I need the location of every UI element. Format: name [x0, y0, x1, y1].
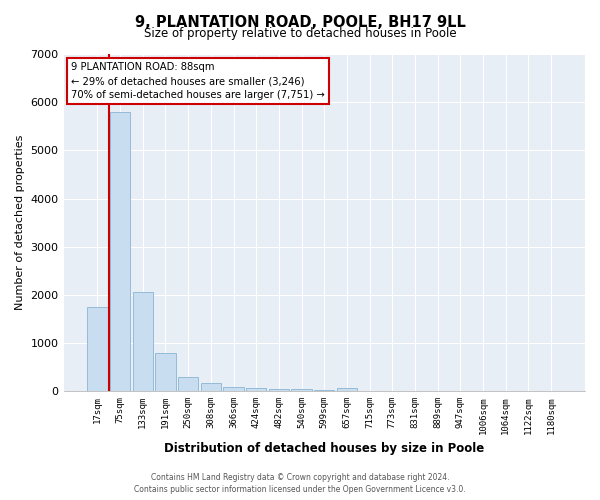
Bar [133, 292, 153, 391]
Bar [337, 388, 357, 391]
X-axis label: Distribution of detached houses by size in Poole: Distribution of detached houses by size … [164, 442, 484, 455]
Bar [200, 383, 221, 391]
Text: 9, PLANTATION ROAD, POOLE, BH17 9LL: 9, PLANTATION ROAD, POOLE, BH17 9LL [134, 15, 466, 30]
Bar [223, 386, 244, 391]
Bar [87, 307, 107, 391]
Bar [155, 352, 176, 391]
Y-axis label: Number of detached properties: Number of detached properties [15, 135, 25, 310]
Bar [292, 390, 312, 391]
Text: 9 PLANTATION ROAD: 88sqm
← 29% of detached houses are smaller (3,246)
70% of sem: 9 PLANTATION ROAD: 88sqm ← 29% of detach… [71, 62, 325, 100]
Bar [246, 388, 266, 391]
Text: Size of property relative to detached houses in Poole: Size of property relative to detached ho… [143, 28, 457, 40]
Bar [314, 390, 334, 391]
Bar [269, 389, 289, 391]
Bar [110, 112, 130, 391]
Bar [178, 377, 199, 391]
Text: Contains HM Land Registry data © Crown copyright and database right 2024.
Contai: Contains HM Land Registry data © Crown c… [134, 472, 466, 494]
